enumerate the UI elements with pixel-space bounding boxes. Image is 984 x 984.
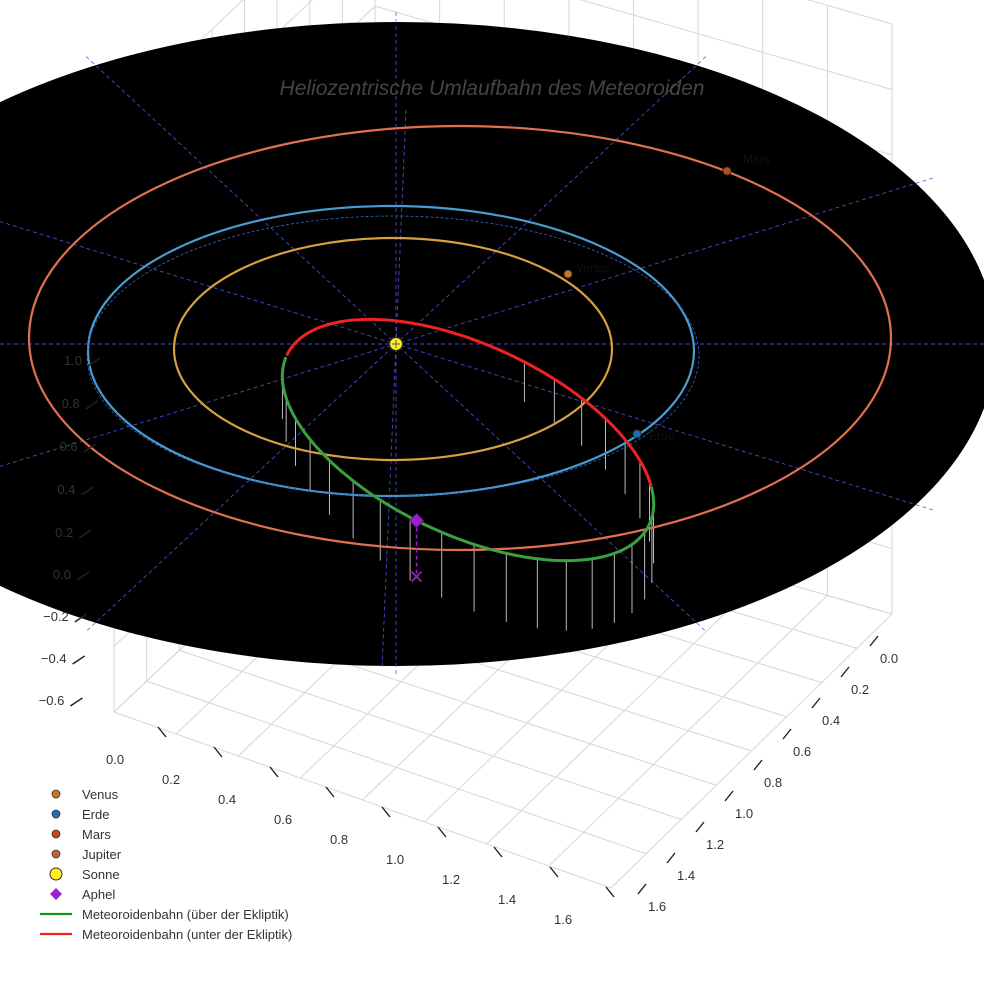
z-axis-tick bbox=[76, 571, 90, 581]
x-axis-tick-label: 1.0 bbox=[386, 852, 404, 867]
wall-gridline bbox=[579, 0, 893, 91]
legend-label-sonne: Sonne bbox=[82, 867, 120, 882]
legend-swatch-venus bbox=[51, 789, 61, 799]
sun-center-cross bbox=[392, 340, 400, 348]
y-axis-tick bbox=[840, 666, 850, 678]
y-axis-tick-label: 0.0 bbox=[880, 651, 898, 666]
meteoroid-orbit-below bbox=[285, 317, 653, 487]
y-axis-tick-label: 0.8 bbox=[764, 775, 782, 790]
y-axis-tick bbox=[695, 821, 705, 833]
x-axis-tick-label: 0.8 bbox=[330, 832, 348, 847]
z-axis-tick bbox=[70, 697, 83, 707]
x-axis-tick-label: 1.4 bbox=[498, 892, 516, 907]
planet-marker-erde bbox=[632, 429, 642, 439]
y-axis-tick bbox=[666, 852, 676, 864]
legend: Venus Erde Mars Jupiter Sonne Aphel Meteoroide… bbox=[40, 787, 292, 942]
legend-swatch-jupiter bbox=[51, 849, 61, 859]
z-axis-tick-label: 0.0 bbox=[53, 567, 71, 582]
planet-marker-mars bbox=[722, 166, 732, 176]
orbit-venus bbox=[172, 236, 614, 462]
axis-layer: 1.0 0.8 0.6 0.4 0.2 0.0 −0.2 −0.4 −0.6 0.0 0.2 0.4 0… bbox=[39, 353, 898, 927]
orbit-layer bbox=[27, 124, 893, 563]
z-axis-tick-label: −0.6 bbox=[39, 693, 65, 708]
floor-gridline bbox=[548, 595, 828, 867]
legend-swatch-mars bbox=[51, 829, 61, 839]
x-axis-tick bbox=[157, 726, 167, 738]
z-axis-tick-label: 0.8 bbox=[62, 396, 80, 411]
y-axis-tick bbox=[869, 635, 879, 647]
legend-swatch-aphel bbox=[50, 888, 62, 900]
planet-label-venus: Venus bbox=[576, 261, 609, 275]
x-axis-tick bbox=[269, 766, 279, 778]
legend-label-erde: Erde bbox=[82, 807, 109, 822]
orbit-mars bbox=[27, 124, 893, 552]
planet-label-mars: Mars bbox=[743, 152, 770, 166]
z-axis-tick bbox=[78, 529, 92, 539]
legend-swatch-sonne bbox=[49, 867, 63, 881]
z-axis-tick-label: 0.4 bbox=[57, 482, 75, 497]
z-axis-tick bbox=[81, 486, 94, 496]
z-axis-tick bbox=[83, 443, 96, 453]
z-axis-tick bbox=[72, 655, 85, 665]
legend-swatch-erde bbox=[51, 809, 61, 819]
legend-label-venus: Venus bbox=[82, 787, 119, 802]
orbit-erde bbox=[86, 204, 696, 498]
planet-label-erde: Erde bbox=[649, 429, 675, 443]
y-axis-tick bbox=[782, 728, 792, 740]
legend-label-jupiter: Jupiter bbox=[82, 847, 122, 862]
floor-gridline bbox=[486, 576, 764, 845]
x-axis-tick bbox=[605, 886, 615, 898]
aphel-projection-cross bbox=[410, 571, 423, 583]
ecliptic-spoke bbox=[381, 109, 407, 669]
x-axis-tick-label: 1.6 bbox=[554, 912, 572, 927]
y-axis-tick-label: 1.2 bbox=[706, 837, 724, 852]
planet-marker-venus bbox=[563, 269, 573, 279]
y-axis-tick bbox=[753, 759, 763, 771]
legend-label-meteoroidenbahn-unter-der-ekliptik: Meteoroidenbahn (unter der Ekliptik) bbox=[82, 927, 292, 942]
z-axis-tick-label: −0.4 bbox=[41, 651, 67, 666]
y-axis-tick bbox=[724, 790, 734, 802]
x-axis-tick bbox=[549, 866, 559, 878]
z-axis-tick-label: 1.0 bbox=[64, 353, 82, 368]
marker-layer: Venus Erde Mars bbox=[388, 152, 770, 583]
y-axis-tick-label: 0.6 bbox=[793, 744, 811, 759]
drop-lines bbox=[281, 361, 655, 631]
x-axis-tick-label: 0.6 bbox=[274, 812, 292, 827]
z-axis-tick-label: 0.6 bbox=[60, 439, 78, 454]
x-axis-tick bbox=[437, 826, 447, 838]
y-axis-tick-label: 1.0 bbox=[735, 806, 753, 821]
aphel-marker bbox=[408, 512, 425, 529]
y-axis-tick bbox=[811, 697, 821, 709]
floor-gridline bbox=[610, 613, 893, 889]
z-axis-tick-label: −0.2 bbox=[43, 609, 69, 624]
y-axis-tick-label: 1.4 bbox=[677, 868, 695, 883]
legend-label-aphel: Aphel bbox=[82, 887, 115, 902]
x-axis-tick bbox=[493, 846, 503, 858]
y-axis-tick bbox=[637, 883, 647, 895]
z-axis-tick bbox=[87, 357, 101, 367]
x-axis-tick-label: 0.0 bbox=[106, 752, 124, 767]
y-axis-tick-label: 0.4 bbox=[822, 713, 840, 728]
z-axis-tick bbox=[85, 400, 99, 410]
x-axis-tick-label: 0.2 bbox=[162, 772, 180, 787]
x-axis-tick bbox=[325, 786, 335, 798]
meteoroid-orbit-above bbox=[280, 356, 656, 563]
y-axis-tick-label: 0.2 bbox=[851, 682, 869, 697]
legend-label-meteoroidenbahn-ber-der-ekliptik: Meteoroidenbahn (über der Ekliptik) bbox=[82, 907, 289, 922]
x-axis-tick-label: 1.2 bbox=[442, 872, 460, 887]
x-axis-tick-label: 0.4 bbox=[218, 792, 236, 807]
x-axis-tick bbox=[213, 746, 223, 758]
legend-label-mars: Mars bbox=[82, 827, 111, 842]
y-axis-tick-label: 1.6 bbox=[648, 899, 666, 914]
z-axis-tick bbox=[74, 613, 88, 623]
erde-ecliptic-ring bbox=[86, 215, 700, 497]
ecliptic-reference-grid bbox=[0, 12, 984, 676]
x-axis-tick bbox=[381, 806, 391, 818]
chart-title: Heliozentrische Umlaufbahn des Meteoroid… bbox=[280, 77, 705, 100]
z-axis-tick-label: 0.2 bbox=[55, 525, 73, 540]
